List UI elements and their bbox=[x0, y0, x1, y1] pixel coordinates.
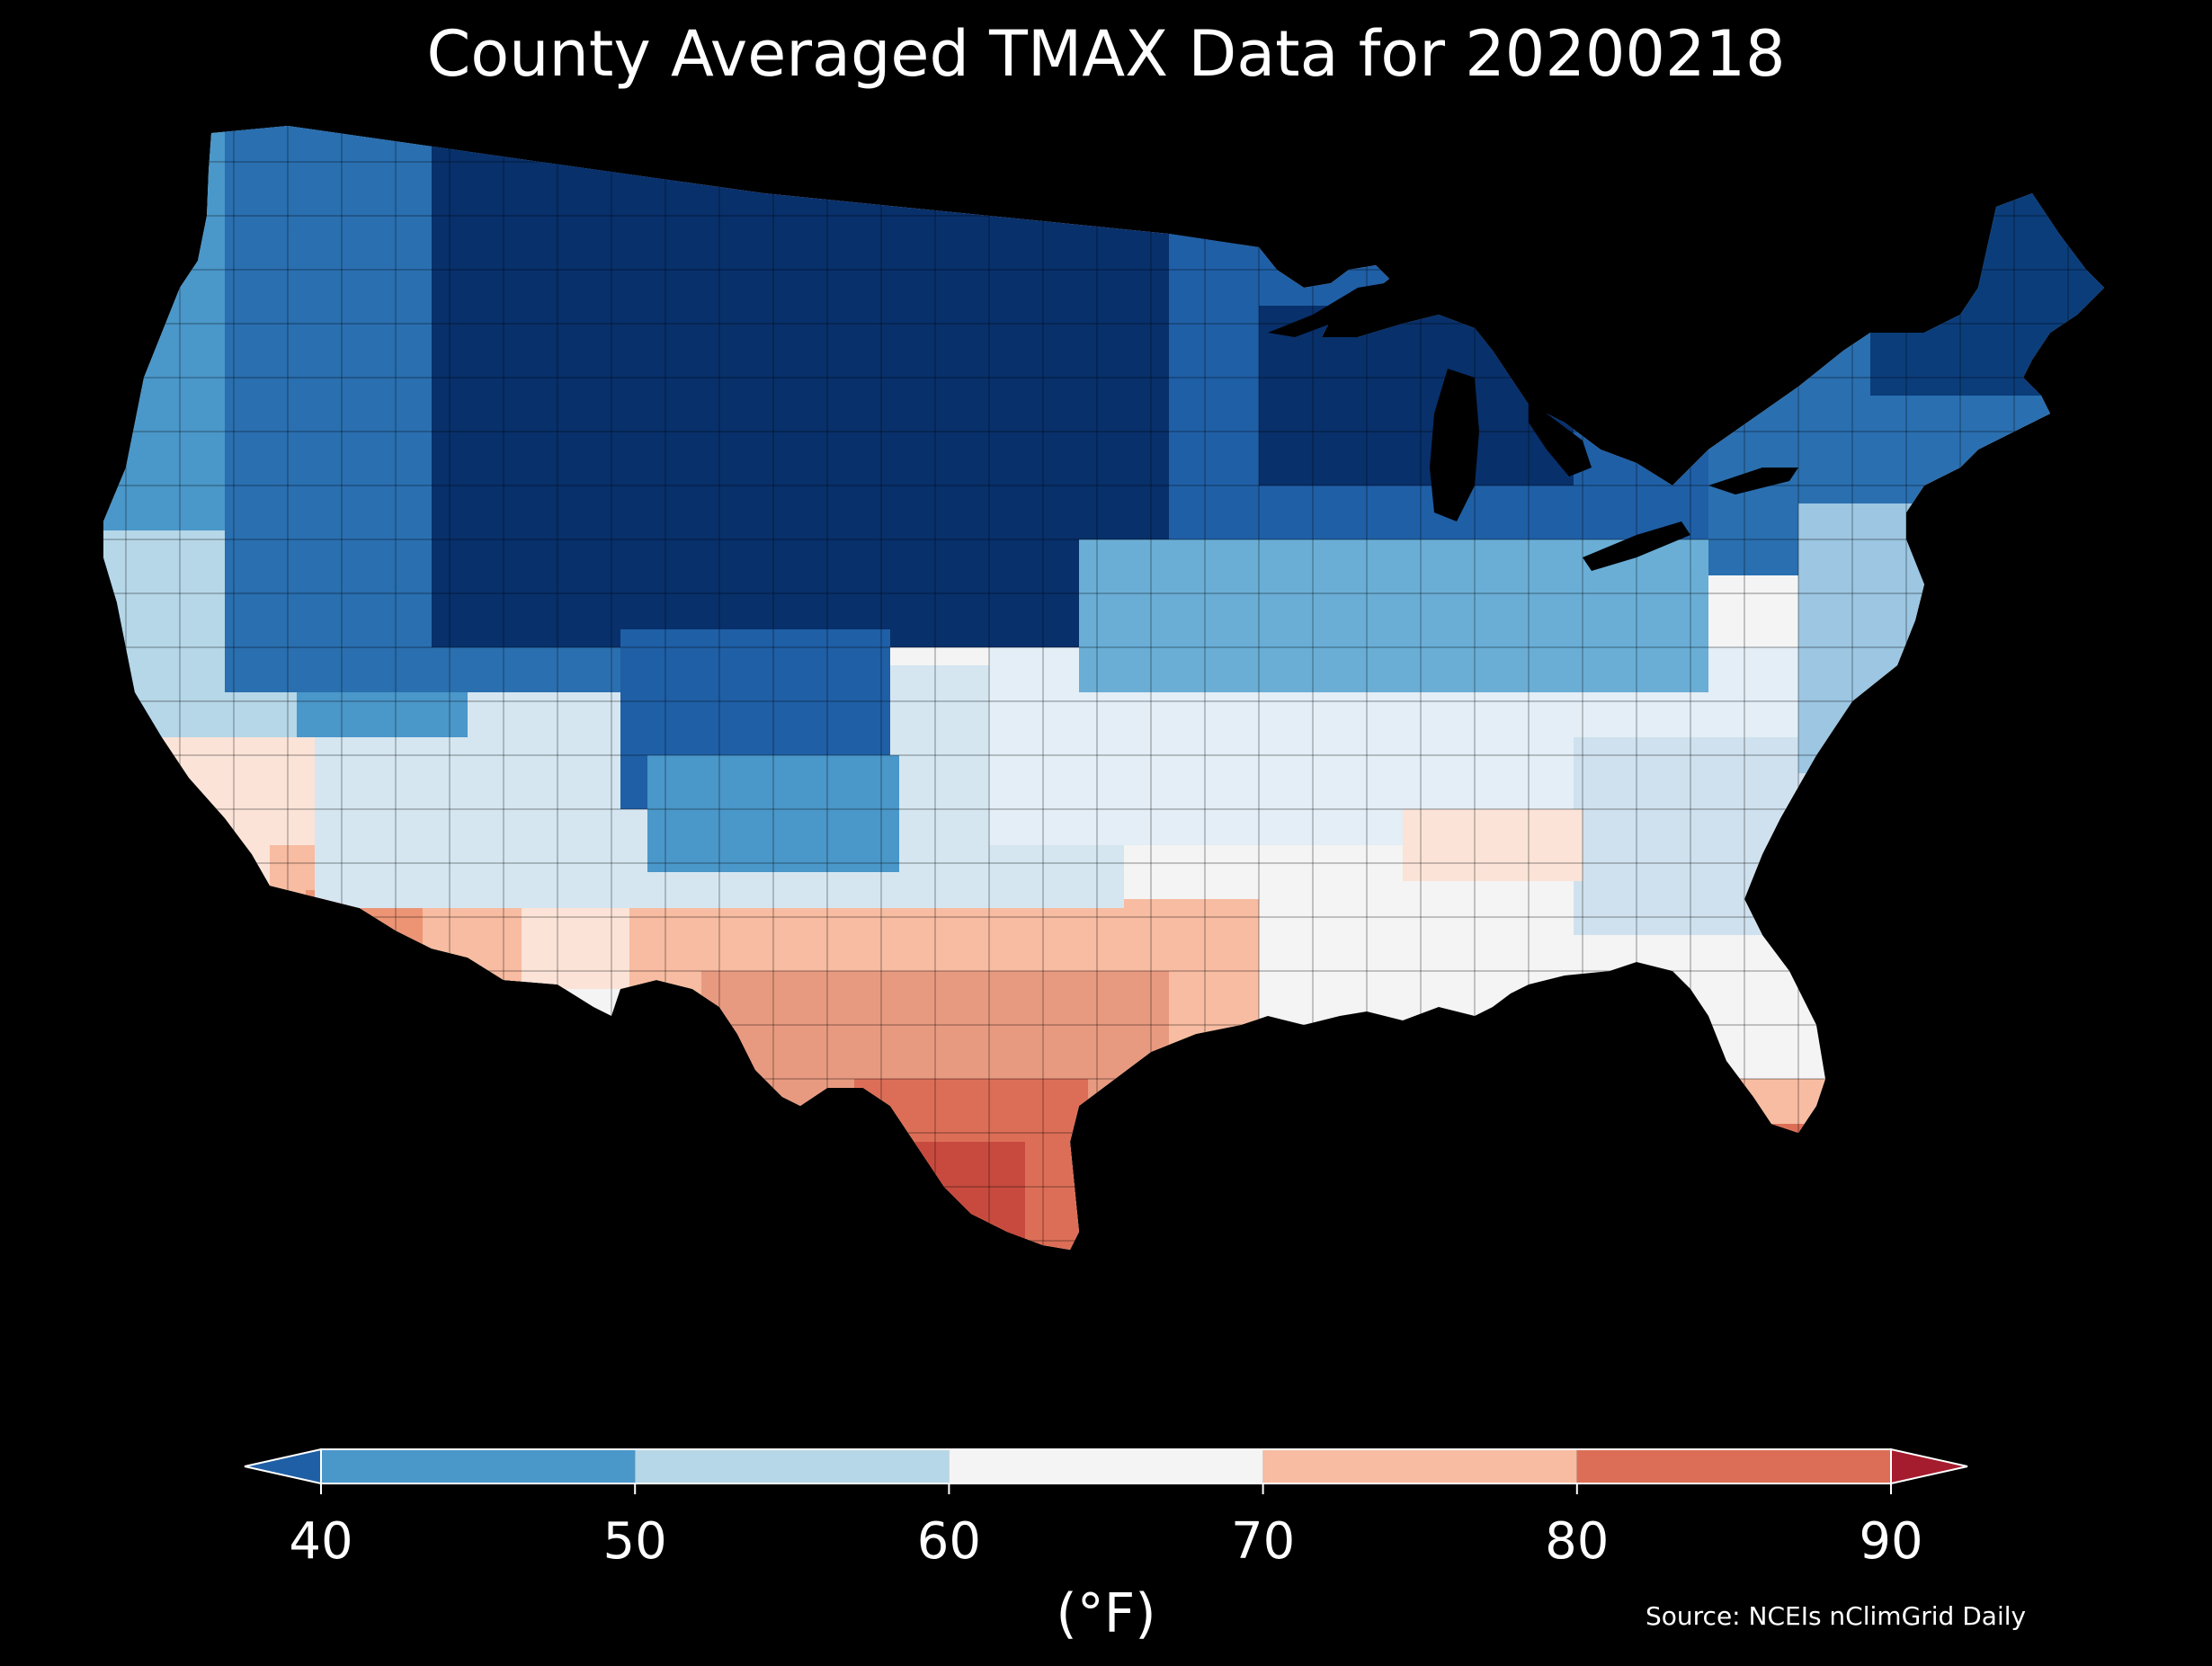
map-fill bbox=[103, 126, 2104, 1250]
colorbar-tick-label: 40 bbox=[289, 1512, 353, 1571]
colorbar-tick-label: 60 bbox=[916, 1512, 982, 1571]
colorbar-under-triangle bbox=[244, 1448, 322, 1485]
colorbar-tick-label: 80 bbox=[1545, 1512, 1610, 1571]
colorbar-unit-label: (°F) bbox=[1056, 1582, 1156, 1645]
us-county-map bbox=[0, 108, 2212, 1421]
colorbar-bin-3 bbox=[1262, 1449, 1577, 1483]
colorbar-bin-2 bbox=[949, 1449, 1263, 1483]
map-title: County Averaged TMAX Data for 20200218 bbox=[426, 17, 1786, 91]
colorbar-outline bbox=[320, 1448, 1892, 1484]
colorbar-bin-0 bbox=[321, 1449, 636, 1483]
colorbar-tick-label: 50 bbox=[602, 1512, 667, 1571]
colorbar-tick-label: 90 bbox=[1859, 1512, 1923, 1571]
great-lakes bbox=[1268, 283, 1798, 571]
colorbar-over-triangle bbox=[1890, 1448, 1968, 1485]
colorbar-bin-4 bbox=[1576, 1449, 1891, 1483]
colorbar bbox=[0, 1439, 2212, 1519]
source-note: Source: NCEIs nClimGrid Daily bbox=[1646, 1601, 2027, 1631]
colorbar-tick-label: 70 bbox=[1230, 1512, 1296, 1571]
colorbar-bin-1 bbox=[635, 1449, 950, 1483]
